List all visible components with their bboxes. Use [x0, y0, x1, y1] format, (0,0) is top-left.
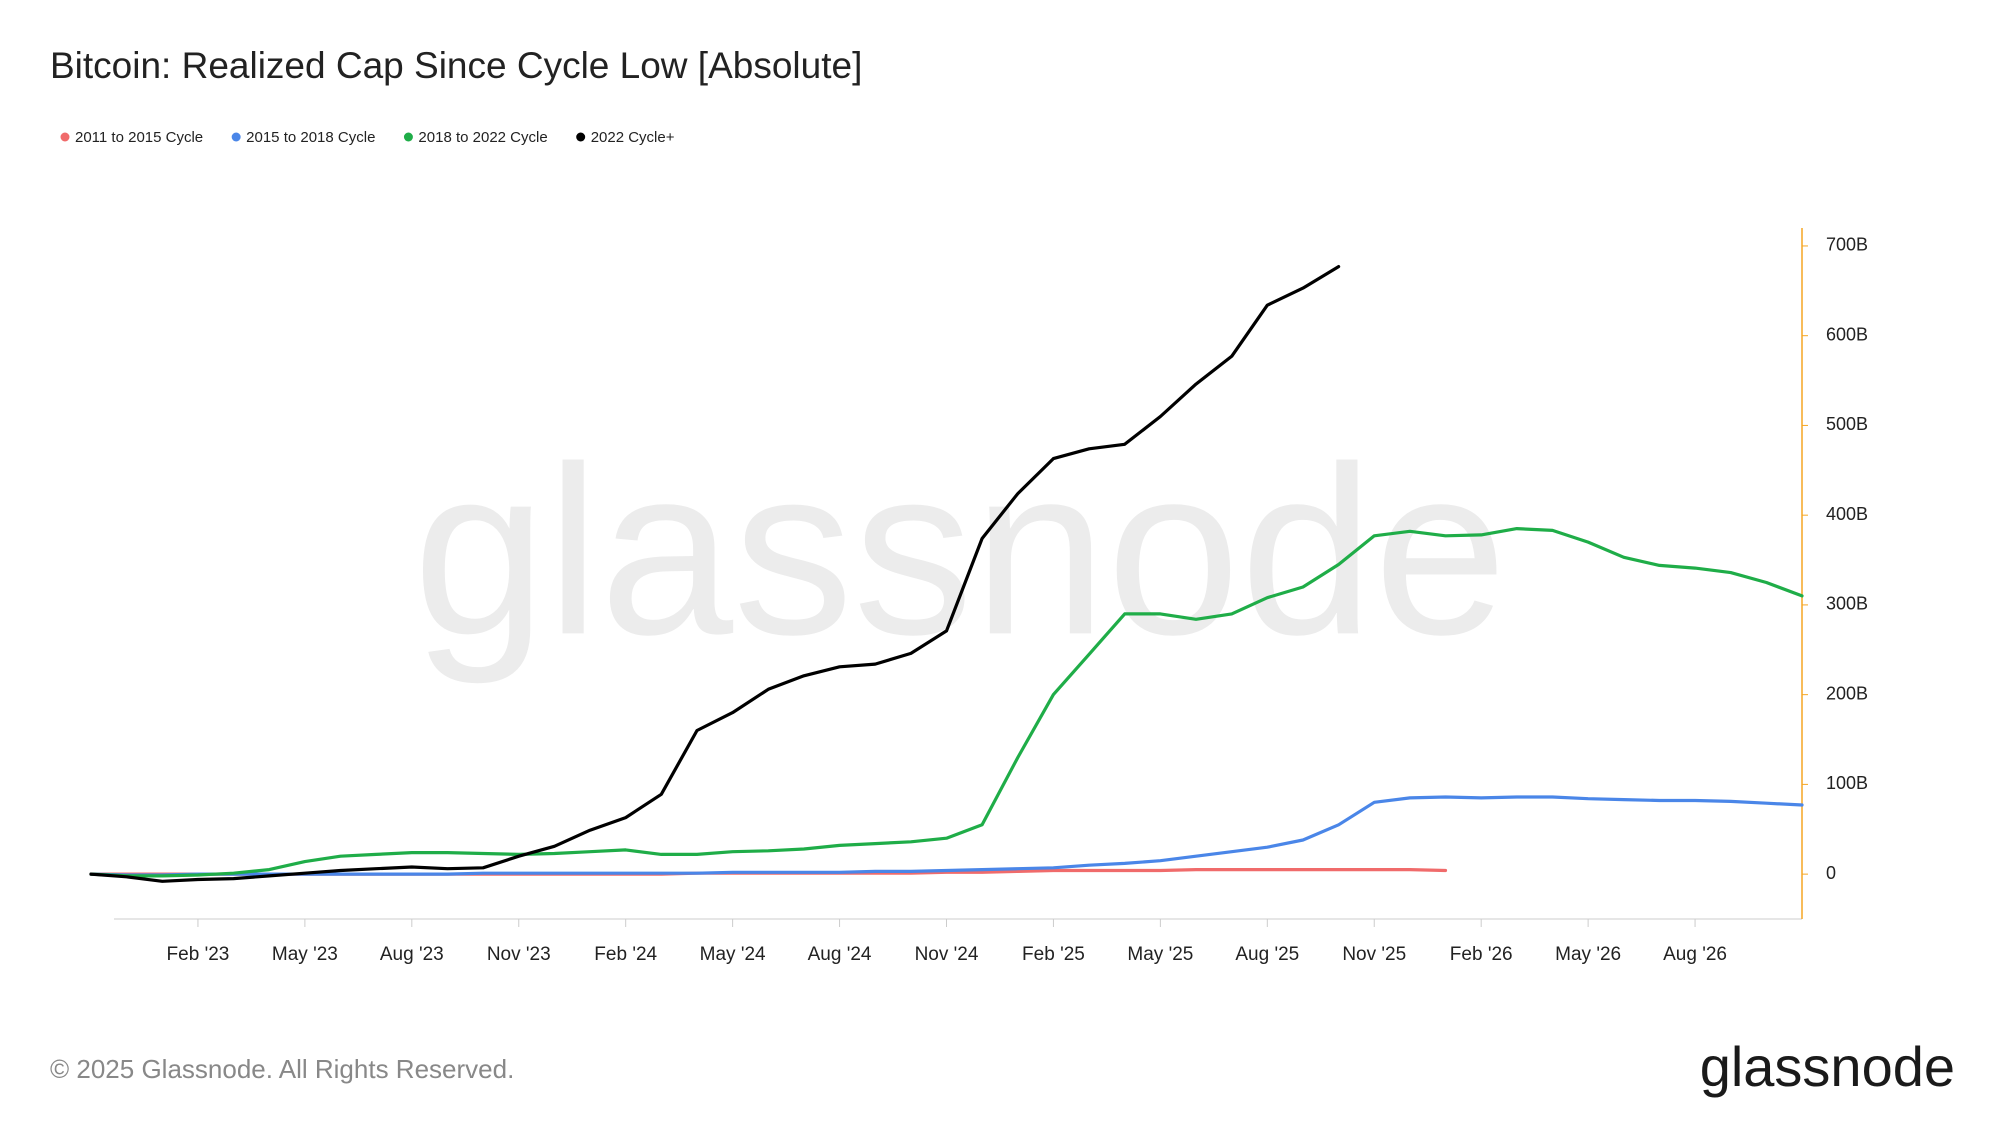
x-tick-label: May '23: [272, 944, 338, 965]
watermark: glassnode: [413, 416, 1507, 684]
y-tick-label: 300B: [1826, 594, 1868, 614]
x-tick-label: Aug '25: [1235, 944, 1299, 965]
x-tick-label: May '26: [1555, 944, 1621, 965]
legend-label: 2022 Cycle+: [591, 129, 675, 146]
x-tick-label: May '25: [1127, 944, 1193, 965]
legend-label: 2011 to 2015 Cycle: [75, 129, 203, 146]
x-tick-label: Aug '26: [1663, 944, 1727, 965]
legend-marker: [403, 132, 413, 142]
y-tick-label: 500B: [1826, 414, 1868, 434]
y-tick-label: 700B: [1826, 235, 1868, 255]
x-tick-label: Feb '25: [1022, 944, 1085, 965]
y-tick-label: 200B: [1826, 683, 1868, 703]
x-tick-label: Feb '24: [594, 944, 657, 965]
chart-title: Bitcoin: Realized Cap Since Cycle Low [A…: [50, 45, 862, 86]
series-line: [89, 265, 1341, 883]
series-line: [89, 795, 1804, 877]
legend-marker: [60, 132, 70, 142]
x-tick-label: Nov '24: [915, 944, 979, 965]
y-tick-label: 0: [1826, 863, 1836, 883]
x-tick-label: Feb '23: [167, 944, 230, 965]
footer: © 2025 Glassnode. All Rights Reserved.: [50, 1054, 514, 1084]
legend-marker: [231, 132, 241, 142]
x-tick-label: Aug '23: [380, 944, 444, 965]
x-tick-label: Nov '23: [487, 944, 551, 965]
logo: glassnode: [1700, 1035, 1955, 1098]
legend-label: 2018 to 2022 Cycle: [418, 129, 547, 146]
y-tick-label: 100B: [1826, 773, 1868, 793]
legend-label: 2015 to 2018 Cycle: [246, 129, 375, 146]
x-tick-label: Aug '24: [808, 944, 872, 965]
x-tick-label: May '24: [700, 944, 766, 965]
series-line: [89, 527, 1804, 878]
y-tick-label: 400B: [1826, 504, 1868, 524]
legend-marker: [576, 132, 586, 142]
x-tick-label: Feb '26: [1450, 944, 1513, 965]
x-tick-label: Nov '25: [1342, 944, 1406, 965]
y-tick-label: 600B: [1826, 324, 1868, 344]
